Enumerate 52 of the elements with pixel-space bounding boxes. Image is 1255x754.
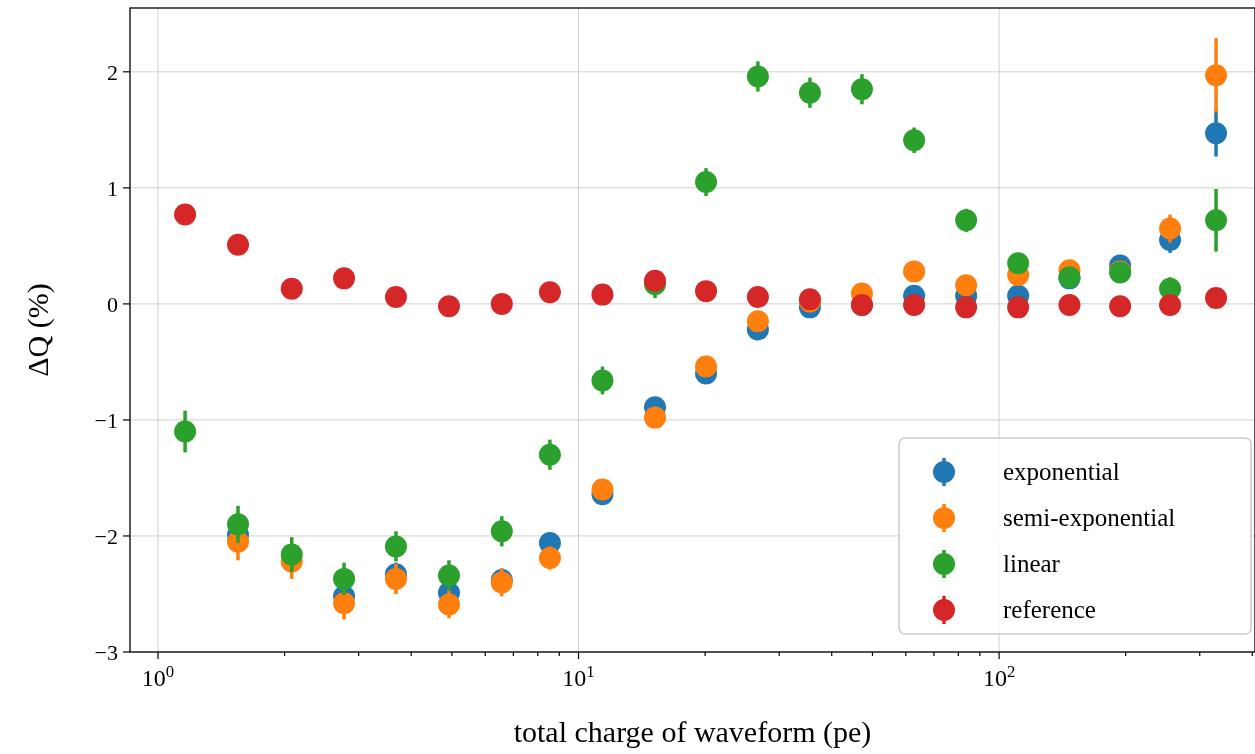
point	[1007, 296, 1030, 319]
x-tick-label: 10$^{1}$	[562, 661, 595, 691]
point	[437, 295, 460, 318]
x-tick-label: 10$^{2}$	[982, 661, 1016, 691]
point	[538, 281, 561, 304]
x-axis-title: total charge of waveform (pe)	[513, 715, 872, 749]
point	[384, 535, 407, 558]
point	[955, 209, 978, 232]
y-tick-label: −3	[94, 640, 118, 665]
point	[903, 129, 926, 152]
x-tick-label: 10$^{0}$	[141, 661, 175, 691]
point	[591, 369, 614, 392]
y-tick-label: 0	[107, 291, 118, 317]
point	[850, 78, 873, 101]
point	[798, 81, 821, 104]
point	[437, 593, 460, 616]
point	[333, 567, 356, 590]
point	[280, 277, 303, 300]
y-axis-title: ΔQ (%)	[21, 283, 55, 377]
point	[538, 443, 561, 466]
point	[227, 513, 250, 536]
point	[333, 267, 356, 290]
point	[591, 478, 614, 501]
point	[746, 65, 769, 88]
point	[1007, 252, 1030, 275]
point	[591, 283, 614, 306]
y-tick-label: −2	[94, 523, 118, 549]
point	[538, 547, 561, 569]
y-tick-label: −1	[94, 407, 118, 433]
legend-label: semi-exponential	[1003, 504, 1176, 531]
point	[280, 543, 303, 566]
point	[1058, 294, 1081, 317]
legend-label: reference	[1003, 596, 1096, 623]
y-tick-label: 1	[107, 175, 118, 201]
legend-label: exponential	[1003, 458, 1120, 485]
point	[695, 355, 718, 378]
y-tick-label: 2	[107, 59, 118, 85]
point	[903, 294, 926, 317]
point	[695, 171, 718, 194]
point	[955, 274, 978, 297]
point	[955, 296, 978, 319]
point	[644, 406, 666, 429]
point	[695, 280, 718, 303]
point	[903, 260, 926, 283]
point	[333, 592, 356, 615]
legend-label: linear	[1003, 550, 1061, 577]
point	[746, 310, 769, 333]
point	[384, 285, 407, 308]
point	[746, 285, 769, 308]
point	[437, 564, 460, 587]
point	[1109, 295, 1132, 318]
point	[227, 233, 250, 256]
